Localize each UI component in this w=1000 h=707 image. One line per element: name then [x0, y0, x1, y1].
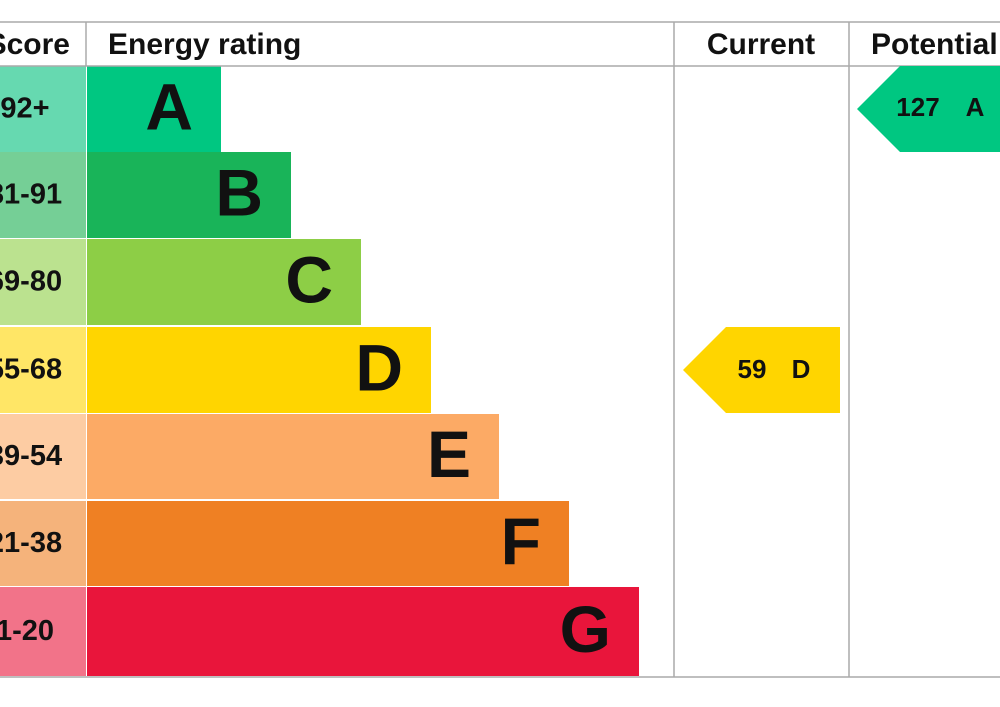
- score-cell: [0, 414, 86, 499]
- current-letter: D: [792, 354, 811, 384]
- score-cell: [0, 327, 86, 413]
- rating-bar: [87, 414, 499, 499]
- potential-arrow: [857, 66, 1000, 152]
- rating-letter: C: [285, 242, 333, 316]
- score-cell: [0, 501, 86, 586]
- rating-bar: [87, 239, 361, 325]
- potential-letter: A: [966, 92, 985, 122]
- rating-letter: D: [355, 330, 403, 404]
- header-rating: Energy rating: [108, 28, 301, 61]
- score-range: 81-91: [0, 179, 62, 211]
- header-current: Current: [707, 28, 815, 61]
- score-cell: [0, 152, 86, 238]
- rating-letter: G: [560, 592, 611, 666]
- score-range: 39-54: [0, 440, 62, 472]
- header-potential: Potential: [871, 28, 998, 61]
- score-cell: [0, 66, 86, 152]
- rating-bar: [87, 587, 639, 676]
- score-range: 92+: [0, 93, 49, 125]
- score-range: 55-68: [0, 354, 62, 386]
- current-arrow: [683, 327, 840, 413]
- score-range: 69-80: [0, 266, 62, 298]
- current-score: 59: [738, 354, 767, 384]
- score-cell: [0, 587, 86, 676]
- rating-bar: [87, 152, 291, 238]
- potential-score: 127: [896, 92, 939, 122]
- rating-letter: E: [427, 417, 471, 491]
- rating-letter: B: [215, 155, 263, 229]
- score-cell: [0, 239, 86, 325]
- rating-bar: [87, 66, 221, 152]
- rating-letter: A: [145, 69, 193, 143]
- score-range: 1-20: [0, 615, 54, 647]
- table-lines: [0, 21, 1000, 678]
- header-score: Score: [0, 28, 70, 61]
- rating-bar: [87, 501, 569, 586]
- score-range: 21-38: [0, 527, 62, 559]
- rating-bar: [87, 327, 431, 413]
- rating-letter: F: [501, 504, 541, 578]
